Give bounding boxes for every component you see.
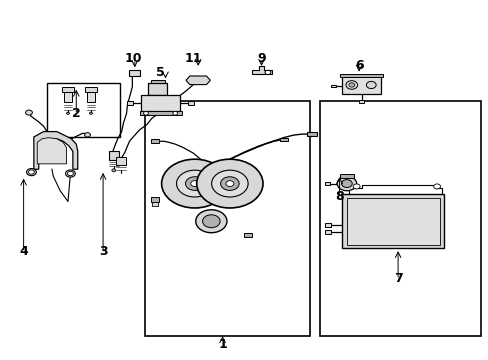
Circle shape (172, 112, 177, 115)
Circle shape (220, 177, 239, 190)
Text: 9: 9 (257, 52, 265, 65)
Polygon shape (339, 174, 353, 178)
Polygon shape (61, 87, 74, 92)
Text: 6: 6 (354, 59, 363, 72)
Polygon shape (339, 74, 383, 77)
Polygon shape (252, 66, 271, 74)
Circle shape (190, 181, 198, 186)
Circle shape (26, 168, 36, 176)
Polygon shape (306, 132, 316, 136)
Polygon shape (341, 75, 380, 94)
Circle shape (336, 176, 356, 191)
Text: 10: 10 (125, 52, 142, 65)
Polygon shape (279, 138, 288, 141)
Polygon shape (325, 223, 330, 226)
Text: 4: 4 (19, 245, 28, 258)
Polygon shape (140, 111, 182, 116)
Polygon shape (341, 194, 444, 248)
Bar (129, 70, 140, 76)
Polygon shape (109, 151, 119, 160)
Circle shape (341, 180, 351, 188)
Circle shape (65, 170, 75, 177)
Circle shape (161, 159, 227, 208)
Circle shape (366, 81, 375, 89)
Polygon shape (187, 101, 193, 105)
Polygon shape (84, 87, 97, 92)
Circle shape (67, 171, 73, 176)
Polygon shape (127, 101, 133, 105)
Circle shape (66, 112, 69, 114)
Circle shape (25, 110, 32, 115)
Bar (47, 83, 120, 137)
Circle shape (112, 169, 116, 172)
Polygon shape (116, 157, 125, 165)
Text: 2: 2 (72, 107, 81, 120)
Polygon shape (141, 95, 180, 111)
Polygon shape (325, 182, 330, 185)
Polygon shape (37, 138, 66, 164)
Circle shape (185, 177, 203, 190)
Text: 5: 5 (156, 66, 164, 79)
Polygon shape (151, 139, 159, 143)
Text: 3: 3 (99, 245, 107, 258)
Circle shape (345, 81, 357, 89)
Polygon shape (244, 233, 252, 237)
Polygon shape (34, 132, 78, 169)
Polygon shape (358, 100, 364, 103)
Bar (148, 83, 167, 95)
Circle shape (143, 112, 148, 115)
Bar (151, 80, 164, 83)
Circle shape (196, 159, 263, 208)
Circle shape (348, 83, 354, 87)
Polygon shape (325, 230, 330, 234)
Text: 1: 1 (218, 338, 226, 351)
Polygon shape (330, 85, 335, 87)
Text: 8: 8 (335, 190, 343, 203)
Polygon shape (63, 92, 72, 102)
Circle shape (195, 210, 226, 233)
Circle shape (84, 133, 90, 137)
Circle shape (433, 184, 440, 189)
Circle shape (176, 170, 213, 197)
Circle shape (28, 170, 34, 174)
Polygon shape (346, 198, 439, 244)
Text: 7: 7 (393, 272, 402, 285)
Circle shape (264, 70, 270, 75)
Circle shape (352, 184, 359, 189)
Bar (144, 101, 310, 336)
Polygon shape (152, 202, 158, 206)
Circle shape (202, 215, 220, 228)
Text: 11: 11 (184, 52, 202, 65)
Bar (320, 101, 480, 336)
Circle shape (225, 181, 233, 186)
Polygon shape (86, 92, 95, 102)
Polygon shape (151, 197, 159, 202)
Polygon shape (185, 76, 210, 85)
Circle shape (211, 170, 247, 197)
Circle shape (89, 112, 92, 114)
